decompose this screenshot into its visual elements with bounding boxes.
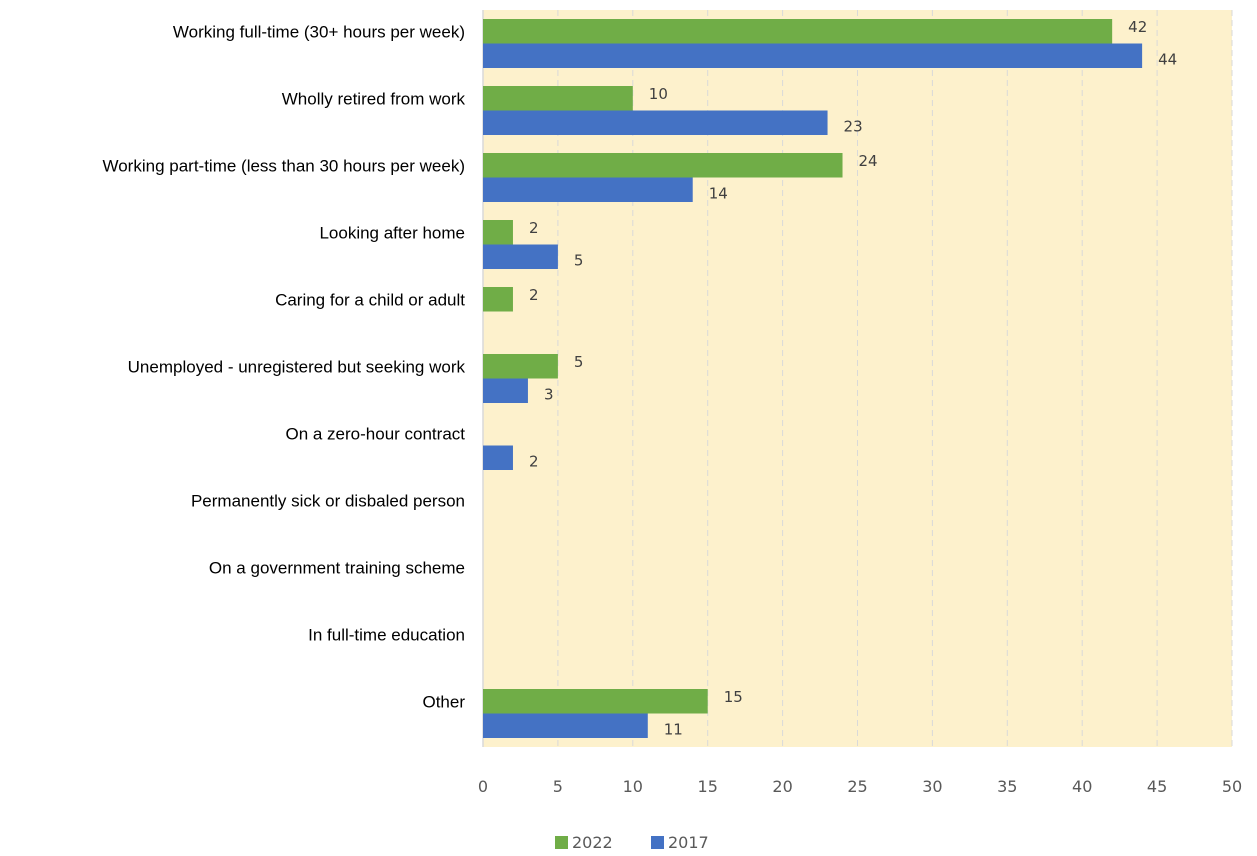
data-label-2017: 3	[544, 386, 554, 404]
data-label-2017: 23	[844, 118, 863, 136]
x-tick-label: 20	[772, 777, 792, 796]
x-tick-labels: 0 5 10 15 20 25 30 35 40 45 50	[478, 777, 1242, 796]
category-label: On a zero-hour contract	[285, 425, 465, 444]
data-label-2022: 2	[529, 286, 539, 304]
bar-2022	[483, 287, 513, 312]
x-tick-label: 50	[1222, 777, 1242, 796]
bar-2022	[483, 153, 843, 178]
data-label-2022: 2	[529, 219, 539, 237]
bar-2022	[483, 220, 513, 245]
category-label: On a government training scheme	[209, 559, 465, 578]
bar-2017	[483, 378, 528, 403]
x-tick-label: 30	[922, 777, 942, 796]
x-tick-label: 40	[1072, 777, 1092, 796]
data-labels: 42 44 10 23 24 14 2 5 2 5 3 2 15 11	[529, 18, 1177, 739]
bar-2022	[483, 689, 708, 714]
bar-2022	[483, 354, 558, 379]
data-label-2017: 14	[709, 185, 728, 203]
bar-2017	[483, 244, 558, 269]
bars	[483, 19, 1143, 738]
bar-2017	[483, 177, 693, 202]
bar-2017	[483, 110, 828, 135]
data-label-2022: 5	[574, 353, 584, 371]
data-label-2022: 42	[1128, 18, 1147, 36]
x-tick-label: 5	[553, 777, 563, 796]
bar-2017	[483, 445, 513, 470]
x-tick-label: 25	[847, 777, 867, 796]
bar-2022	[483, 86, 633, 111]
data-label-2017: 2	[529, 453, 539, 471]
category-label: Permanently sick or disbaled person	[191, 492, 465, 511]
legend: 2022 2017	[555, 833, 709, 852]
category-label: Working part-time (less than 30 hours pe…	[102, 157, 465, 176]
bar-2017	[483, 43, 1143, 68]
data-label-2017: 11	[664, 721, 683, 739]
bar-2022	[483, 19, 1113, 44]
x-tick-label: 45	[1147, 777, 1167, 796]
category-labels: Working full-time (30+ hours per week) Wh…	[102, 23, 465, 712]
data-label-2022: 15	[724, 688, 743, 706]
legend-label-2022: 2022	[572, 833, 613, 852]
x-tick-label: 10	[623, 777, 643, 796]
data-label-2022: 24	[859, 152, 878, 170]
legend-swatch-2022	[555, 836, 568, 849]
data-label-2017: 44	[1158, 51, 1177, 69]
category-label: Other	[422, 693, 465, 712]
x-tick-label: 35	[997, 777, 1017, 796]
data-label-2017: 5	[574, 252, 584, 270]
legend-swatch-2017	[651, 836, 664, 849]
x-tick-label: 0	[478, 777, 488, 796]
data-label-2022: 10	[649, 85, 668, 103]
legend-label-2017: 2017	[668, 833, 709, 852]
category-label: In full-time education	[308, 626, 465, 645]
x-tick-label: 15	[698, 777, 718, 796]
bar-2017	[483, 713, 648, 738]
category-label: Working full-time (30+ hours per week)	[173, 23, 465, 42]
category-label: Caring for a child or adult	[275, 291, 465, 310]
category-label: Wholly retired from work	[282, 90, 466, 109]
category-label: Looking after home	[319, 224, 465, 243]
category-label: Unemployed - unregistered but seeking wo…	[128, 358, 466, 377]
